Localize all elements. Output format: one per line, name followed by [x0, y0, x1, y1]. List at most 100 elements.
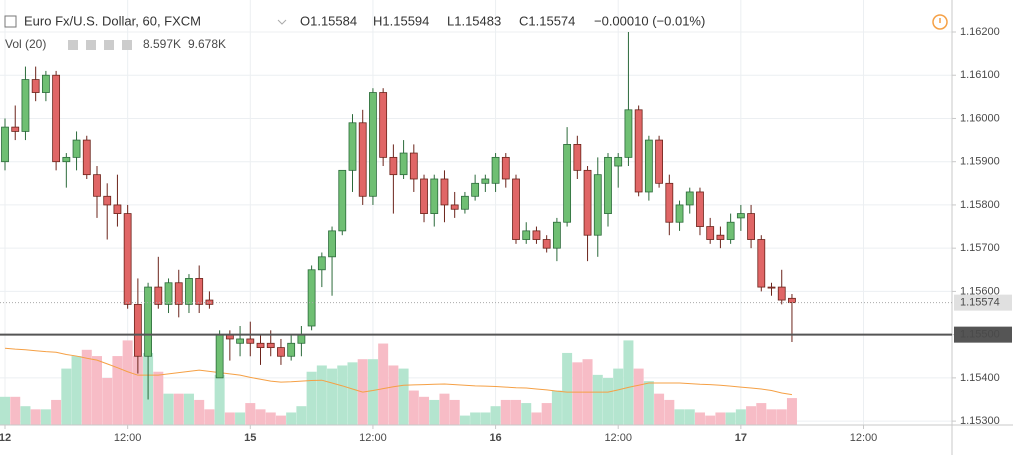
- volume-bar: [30, 409, 41, 425]
- collapse-icon[interactable]: [4, 15, 17, 28]
- alert-icon[interactable]: [932, 14, 948, 30]
- candle-body: [512, 178, 520, 240]
- candle-body: [440, 178, 449, 206]
- candle-body: [338, 169, 347, 232]
- dropdown-caret[interactable]: [277, 19, 287, 25]
- close-icon[interactable]: [122, 40, 132, 50]
- volume-bar: [286, 412, 297, 425]
- candle-body: [461, 195, 469, 210]
- volume-bar: [81, 349, 92, 425]
- volume-bar: [470, 412, 481, 425]
- candle-body: [133, 303, 142, 357]
- volume-bar: [327, 368, 338, 425]
- candle-body: [277, 347, 285, 357]
- volume-bar: [173, 393, 184, 425]
- candle-body: [369, 92, 377, 197]
- candle-body: [82, 139, 91, 176]
- volume-bar: [61, 368, 72, 425]
- candle-body: [430, 178, 439, 214]
- volume-bar: [633, 368, 644, 425]
- candle-body: [72, 139, 81, 158]
- eye-icon[interactable]: [68, 40, 78, 50]
- candle-body: [185, 278, 193, 305]
- candle-body: [379, 92, 388, 158]
- volume-bar: [664, 399, 675, 425]
- candle-body: [256, 342, 265, 349]
- x-tick-label: 12:00: [359, 432, 387, 444]
- volume-bar: [265, 412, 276, 425]
- y-tick-label: 1.16200: [960, 26, 1000, 38]
- volume-bar: [551, 390, 562, 425]
- volume-bar: [71, 356, 82, 425]
- volume-bar: [102, 378, 113, 425]
- candle-body: [542, 239, 551, 249]
- candle-body: [205, 299, 214, 305]
- volume-pane: [0, 340, 797, 425]
- volume-ma-line: [4, 347, 793, 396]
- candle-body: [31, 79, 40, 93]
- candle-body: [481, 178, 490, 184]
- candle-body: [726, 221, 735, 240]
- candle-body: [604, 156, 612, 214]
- candle-body: [624, 109, 633, 158]
- candle-body: [757, 239, 766, 288]
- ohlc-low: L1.15483: [447, 13, 501, 28]
- y-tick-label: 1.15900: [960, 156, 1000, 168]
- volume-ma-value: 9.678K: [188, 37, 226, 51]
- candle-body: [144, 286, 152, 357]
- ohlc-close: C1.15574: [519, 13, 575, 28]
- add-icon[interactable]: [104, 40, 114, 50]
- candle-body: [52, 74, 61, 163]
- candle-body: [696, 191, 704, 227]
- change: −0.00010 (−0.01%): [594, 13, 705, 28]
- x-tick-label: 12:00: [604, 432, 632, 444]
- volume-bar: [541, 403, 552, 425]
- candles: [1, 31, 796, 400]
- volume-bar: [204, 409, 215, 425]
- candle-body: [399, 152, 408, 176]
- candle-body: [174, 282, 183, 305]
- volume-bar: [613, 368, 624, 425]
- candle-body: [62, 156, 71, 163]
- volume-bar: [776, 409, 787, 425]
- candle-body: [522, 230, 531, 240]
- candle-body: [583, 169, 592, 236]
- y-tick-label: 1.16100: [960, 69, 1000, 81]
- volume-bar: [562, 352, 573, 425]
- volume-bar: [511, 399, 522, 425]
- volume-bar: [684, 409, 695, 425]
- volume-bar: [0, 396, 11, 425]
- candle-body: [11, 126, 20, 132]
- volume-bar: [602, 378, 613, 425]
- candle-body: [573, 144, 582, 171]
- volume-bar: [20, 406, 31, 425]
- volume-bar: [122, 340, 133, 425]
- volume-bar: [643, 381, 654, 425]
- candle-body: [716, 234, 725, 240]
- x-tick-label: 12:00: [114, 432, 142, 444]
- volume-bar: [388, 365, 399, 425]
- candle-body: [389, 156, 398, 176]
- candle-body: [491, 156, 500, 184]
- volume-bar: [623, 340, 634, 425]
- y-tick-label: 1.15700: [960, 242, 1000, 254]
- volume-name: Vol (20): [5, 37, 46, 51]
- volume-bar: [235, 412, 246, 425]
- candle-body: [747, 213, 755, 240]
- y-tick-label: 1.15300: [960, 415, 1000, 427]
- candle-body: [532, 230, 541, 240]
- volume-bar: [735, 409, 746, 425]
- volume-bar: [439, 393, 450, 425]
- ohlc-open: O1.15584: [300, 13, 357, 28]
- candle-body: [420, 178, 428, 214]
- candle-body: [41, 74, 50, 93]
- settings-icon[interactable]: [86, 40, 96, 50]
- volume-bar: [51, 399, 62, 425]
- candle-body: [328, 230, 336, 258]
- volume-bar: [756, 403, 767, 425]
- candle-body: [215, 334, 224, 379]
- candle-body: [246, 338, 255, 344]
- volume-bar: [153, 371, 164, 425]
